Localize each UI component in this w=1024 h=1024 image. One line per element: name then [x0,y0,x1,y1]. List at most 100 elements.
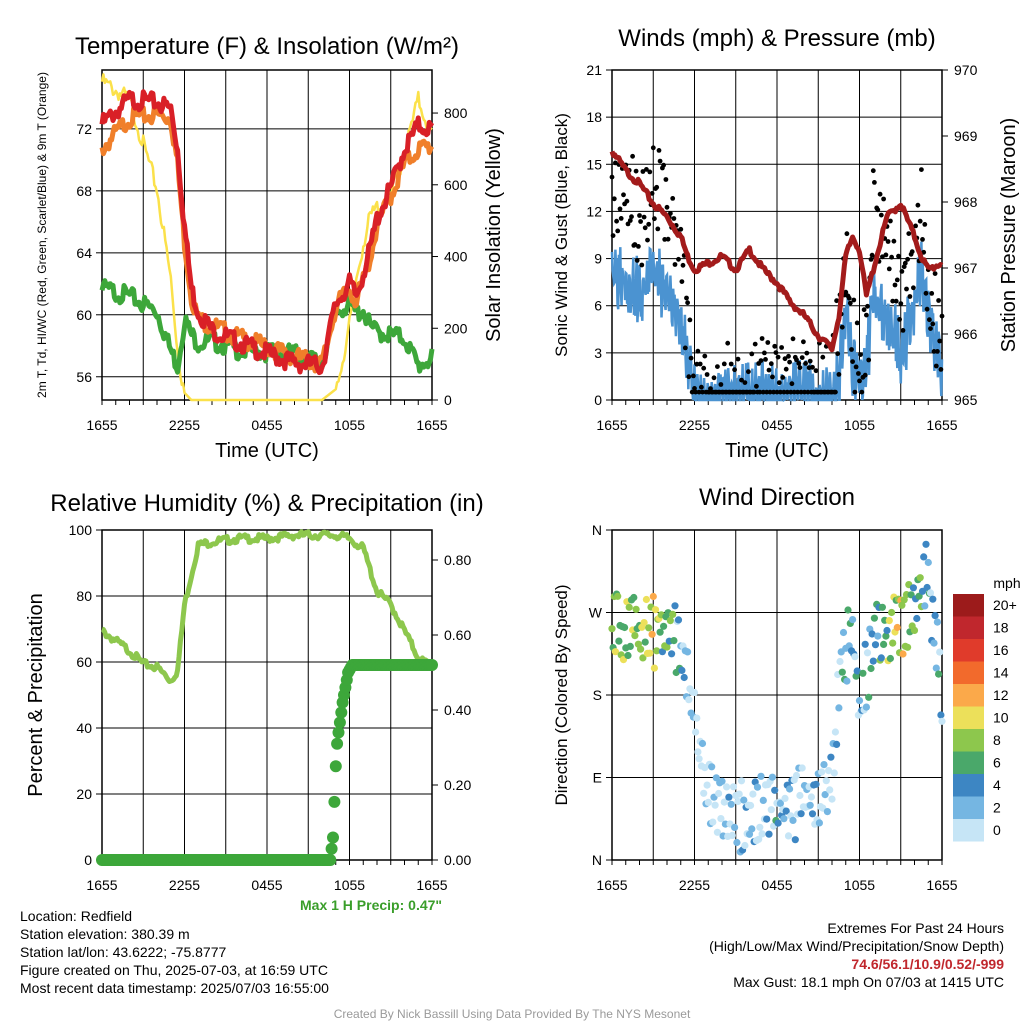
gust-point [909,249,915,255]
gust-point [799,355,805,360]
y-tick-label: N [592,852,602,868]
y-tick-label: 72 [76,121,92,137]
gust-point [611,196,617,202]
direction-point [631,632,639,640]
latlon-text: Station lat/lon: 43.6222; -75.8777 [20,944,227,960]
gust-point [711,375,717,381]
gust-point [936,298,941,303]
gust-point [894,277,900,283]
direction-point [874,632,882,640]
gust-point [680,262,686,268]
gust-point [938,367,944,372]
gust-point [905,256,910,262]
gust-point [656,148,662,153]
gust-point [881,196,886,202]
x-tick-label: 0455 [251,417,282,433]
gust-point [844,231,850,237]
y2-tick-label: 0.40 [444,702,471,718]
gust-point [843,289,849,295]
gust-point [614,218,619,224]
direction-point [756,823,764,831]
direction-point [641,638,649,646]
colorbar-swatch [953,796,984,819]
direction-point [649,592,657,601]
colorbar-label: 6 [993,755,1001,771]
y2-axis-label: Station Pressure (Maroon) [998,118,1020,353]
y-tick-label: S [593,687,602,703]
gust-point [760,389,766,395]
gust-point [696,389,702,395]
gust-point [898,301,904,306]
y-tick-label: 60 [76,307,92,323]
gust-point [642,225,648,231]
colorbar-swatch [953,729,984,752]
gust-point [662,237,668,242]
gust-point [751,389,757,395]
gust-point [789,381,795,387]
gust-point [834,298,839,304]
gust-point [766,367,772,373]
gust-point [670,196,676,201]
max-precip-annotation: Max 1 H Precip: 0.47" [300,897,443,913]
direction-point [931,612,939,620]
series-solar-insolation [100,73,433,402]
y-axis-label: Sonic Wind & Gust (Blue, Black) [552,113,571,357]
gust-point [764,389,770,395]
gust-point [610,233,616,239]
direction-point [671,602,679,610]
gust-point [889,254,894,260]
gust-point [796,361,802,366]
direction-point [865,693,873,701]
gust-point [813,368,819,374]
direction-point [759,796,767,805]
direction-point [720,798,728,806]
gust-point [644,167,649,172]
gust-point [655,226,661,232]
direction-point [660,622,668,630]
gust-point [630,153,635,159]
direction-point [663,643,671,651]
gust-point [854,320,860,326]
direction-point [827,753,835,761]
gust-point [866,357,872,363]
direction-point [731,823,739,832]
direction-point [855,697,864,705]
y2-tick-label: 0.00 [444,852,471,868]
direction-point [796,791,804,800]
direction-point [642,595,651,604]
gust-point [797,365,803,370]
direction-point [926,589,935,597]
gust-point [697,361,703,367]
gust-point [773,350,779,355]
gust-point [804,350,810,356]
direction-point [889,639,897,647]
gust-point [646,221,652,227]
direction-point [851,653,859,661]
gust-point [786,353,791,359]
direction-point [838,668,846,676]
direction-point [735,790,743,798]
gust-point [902,260,908,266]
gust-point [759,336,765,341]
gust-point [858,352,863,357]
direction-point [904,643,912,651]
direction-point [883,626,891,635]
location-text: Location: Redfield [20,908,133,924]
gust-point [878,212,884,218]
direction-point [815,819,824,827]
precip-point [329,760,342,773]
direction-point [729,783,738,791]
gust-point [803,361,808,366]
y-tick-label: 64 [76,245,92,261]
direction-point [921,602,929,610]
gust-point [679,279,685,284]
direction-point [830,769,838,777]
gust-point [650,145,656,151]
gust-point [930,321,936,327]
x-tick-label: 2255 [679,877,710,893]
y-tick-label: 18 [586,109,602,125]
gust-point [770,374,775,380]
direction-point [886,654,895,663]
x-tick-label: 2255 [679,417,710,433]
gust-point [900,328,906,333]
